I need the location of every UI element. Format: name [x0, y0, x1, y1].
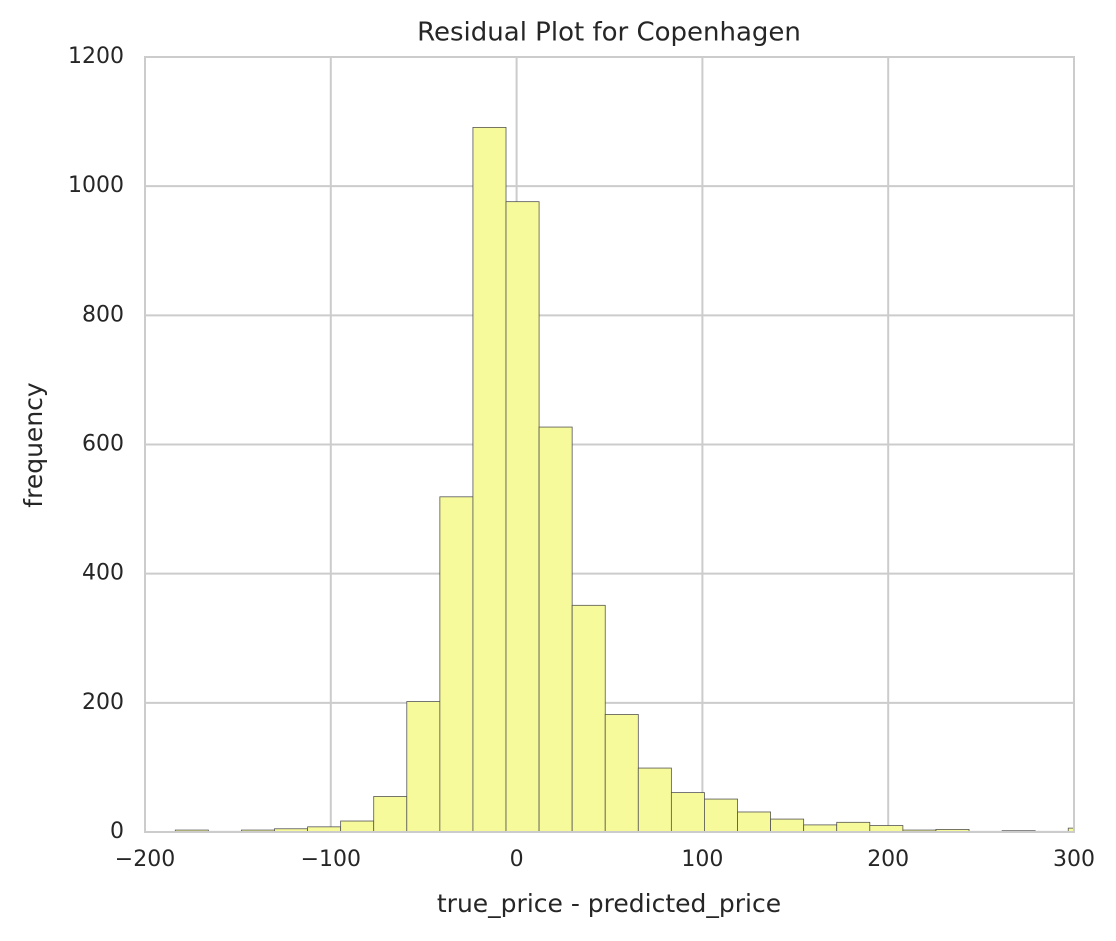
- y-tick-label: 600: [82, 432, 124, 457]
- bars: [174, 126, 1074, 832]
- bar: [1067, 827, 1074, 832]
- y-tick-label: 1200: [68, 44, 124, 69]
- bar: [604, 714, 639, 832]
- bar: [869, 825, 904, 832]
- bar: [803, 824, 838, 832]
- x-tick-label: 0: [510, 847, 524, 872]
- x-tick-label: −100: [301, 847, 361, 872]
- bar: [836, 821, 871, 832]
- x-tick-label: −200: [115, 847, 175, 872]
- x-tick-label: 100: [681, 847, 723, 872]
- bar: [704, 798, 738, 832]
- bar: [538, 426, 573, 832]
- bar: [935, 829, 970, 832]
- y-tick-label: 1000: [68, 173, 124, 198]
- bar: [670, 792, 705, 832]
- y-tick-label: 0: [110, 819, 124, 844]
- bar: [505, 201, 540, 832]
- bar: [340, 820, 375, 832]
- y-tick-label: 200: [82, 690, 124, 715]
- plot-frame: [144, 56, 1075, 833]
- bar: [770, 818, 805, 832]
- bar: [472, 126, 507, 832]
- bar: [737, 811, 771, 832]
- y-tick-label: 400: [82, 561, 124, 586]
- chart-title: Residual Plot for Copenhagen: [417, 18, 801, 48]
- y-axis-label: frequency: [19, 382, 48, 508]
- x-axis-label: true_price - predicted_price: [437, 889, 781, 918]
- bar: [571, 604, 606, 832]
- y-tick-label: 800: [82, 302, 124, 327]
- x-tick-label: 300: [1053, 847, 1095, 872]
- x-tick-label: 200: [867, 847, 909, 872]
- bar: [637, 767, 672, 832]
- bar: [373, 796, 408, 832]
- bar: [439, 496, 474, 832]
- bar: [406, 701, 441, 832]
